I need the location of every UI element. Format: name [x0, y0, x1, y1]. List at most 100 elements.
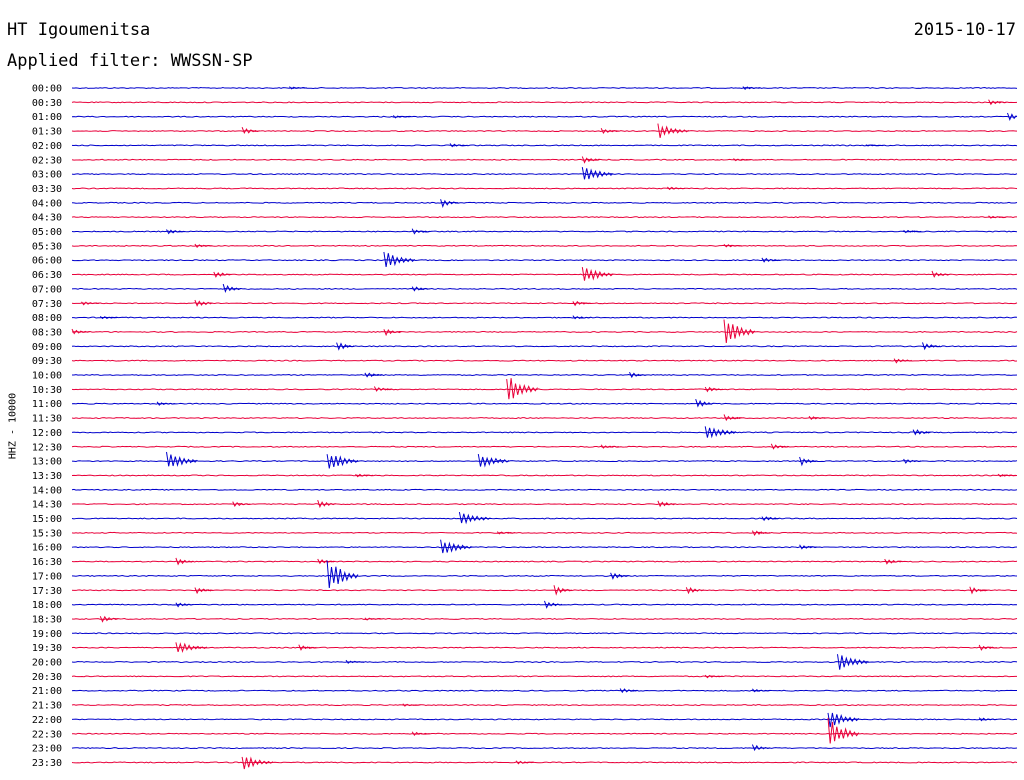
seismic-event	[978, 717, 997, 722]
seismic-event	[458, 511, 491, 525]
seismic-event	[166, 451, 198, 467]
row-time-label: 16:00	[32, 543, 62, 554]
trace-line	[71, 589, 1018, 592]
trace-line	[71, 704, 1018, 707]
trace-line	[71, 230, 1018, 233]
station-title: HT Igoumenitsa	[7, 20, 151, 40]
seismic-event	[827, 712, 860, 728]
row-time-label: 22:00	[32, 715, 62, 726]
trace-line	[71, 244, 1018, 247]
trace-line	[71, 732, 1018, 735]
trace-line	[71, 517, 1018, 520]
trace-line	[71, 130, 1018, 133]
seismic-event	[572, 300, 591, 307]
seismic-event	[496, 531, 515, 535]
trace-line	[71, 503, 1018, 506]
seismic-event	[837, 654, 869, 670]
trace-line	[71, 273, 1018, 276]
trace-line	[71, 144, 1018, 147]
row-time-label: 15:00	[32, 514, 62, 525]
row-time-label: 08:30	[32, 327, 62, 338]
trace-line	[71, 646, 1018, 649]
seismic-event	[997, 473, 1016, 478]
seismic-event	[761, 257, 780, 263]
seismic-event	[808, 415, 827, 421]
seismic-event	[175, 602, 194, 608]
seismic-event	[893, 358, 912, 364]
seismic-event	[799, 544, 818, 550]
seismic-event	[912, 429, 931, 436]
seismic-event	[99, 316, 118, 320]
row-time-label: 00:00	[32, 84, 62, 95]
seismic-event	[610, 572, 629, 580]
seismic-event	[364, 372, 383, 378]
trace-line	[71, 201, 1018, 204]
trace-line	[71, 574, 1018, 577]
trace-line	[71, 675, 1018, 678]
seismic-event	[553, 585, 572, 596]
seismic-event	[194, 587, 213, 595]
row-time-label: 13:00	[32, 457, 62, 468]
row-time-label: 18:00	[32, 600, 62, 611]
row-time-label: 07:00	[32, 284, 62, 295]
row-time-label: 20:30	[32, 672, 62, 683]
seismic-event	[166, 229, 185, 235]
row-time-label: 06:00	[32, 256, 62, 267]
row-time-label: 12:30	[32, 442, 62, 453]
row-time-label: 01:30	[32, 127, 62, 138]
seismic-event	[506, 378, 538, 400]
trace-line	[71, 546, 1018, 549]
seismic-event	[71, 328, 90, 335]
seismic-event	[657, 500, 676, 508]
row-time-label: 04:00	[32, 198, 62, 209]
trace-line	[71, 216, 1018, 219]
seismic-event	[383, 251, 416, 268]
row-time-label: 16:30	[32, 557, 62, 568]
seismic-event	[922, 342, 941, 351]
seismic-event	[440, 539, 472, 554]
trace-line	[71, 374, 1018, 376]
row-time-label: 17:00	[32, 571, 62, 582]
seismic-event	[723, 319, 756, 344]
seismic-event	[317, 558, 336, 565]
trace-line	[71, 747, 1018, 750]
trace-line	[71, 259, 1018, 262]
row-time-label: 01:00	[32, 112, 62, 123]
seismic-event	[581, 167, 614, 180]
seismic-event	[751, 744, 771, 752]
trace-line	[71, 402, 1018, 405]
seismic-event	[213, 271, 232, 278]
seismic-event	[241, 126, 260, 135]
seismic-event	[695, 398, 714, 408]
row-time-label: 23:00	[32, 744, 62, 755]
trace-line	[71, 474, 1018, 477]
row-time-label: 03:30	[32, 184, 62, 195]
seismic-event	[704, 426, 737, 439]
trace-line	[71, 531, 1018, 534]
trace-line	[71, 302, 1018, 305]
seismic-event	[667, 186, 686, 191]
seismic-event	[411, 731, 430, 736]
row-time-label: 09:30	[32, 356, 62, 367]
row-time-label: 08:00	[32, 313, 62, 324]
row-time-label: 05:00	[32, 227, 62, 238]
trace-line	[71, 632, 1018, 635]
seismic-event	[241, 756, 274, 770]
trace-line	[71, 345, 1018, 348]
trace-line	[71, 445, 1018, 448]
seismic-event	[81, 301, 100, 306]
trace-line	[71, 173, 1018, 176]
seismic-event	[99, 615, 119, 623]
row-time-label: 02:30	[32, 155, 62, 166]
seismic-event	[411, 286, 430, 292]
trace-line	[71, 359, 1018, 362]
trace-line	[71, 488, 1018, 491]
seismic-event	[978, 644, 997, 651]
seismic-event	[402, 703, 421, 707]
row-time-label: 00:30	[32, 98, 62, 109]
trace-line	[71, 87, 1018, 89]
seismic-event	[373, 386, 393, 392]
seismic-event	[751, 530, 771, 536]
seismic-event	[752, 688, 771, 693]
seismic-event	[704, 386, 723, 393]
